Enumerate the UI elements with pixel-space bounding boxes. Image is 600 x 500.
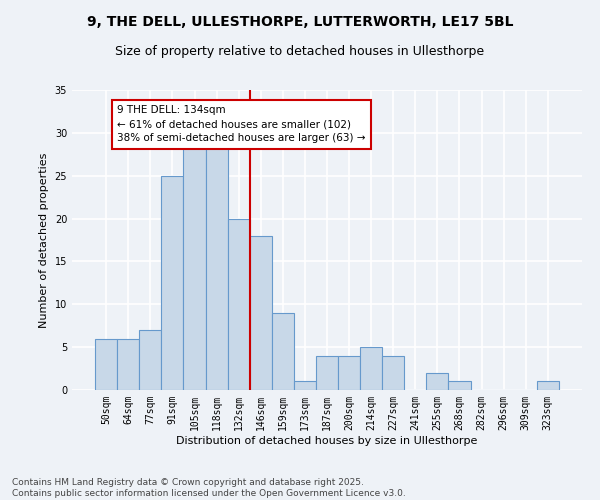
Bar <box>139 330 161 390</box>
Bar <box>360 347 382 390</box>
Bar <box>227 218 250 390</box>
Bar <box>427 373 448 390</box>
Bar <box>382 356 404 390</box>
Text: 9, THE DELL, ULLESTHORPE, LUTTERWORTH, LE17 5BL: 9, THE DELL, ULLESTHORPE, LUTTERWORTH, L… <box>87 15 513 29</box>
X-axis label: Distribution of detached houses by size in Ullesthorpe: Distribution of detached houses by size … <box>176 436 478 446</box>
Text: Size of property relative to detached houses in Ullesthorpe: Size of property relative to detached ho… <box>115 45 485 58</box>
Y-axis label: Number of detached properties: Number of detached properties <box>39 152 49 328</box>
Bar <box>294 382 316 390</box>
Bar <box>338 356 360 390</box>
Bar <box>448 382 470 390</box>
Text: 9 THE DELL: 134sqm
← 61% of detached houses are smaller (102)
38% of semi-detach: 9 THE DELL: 134sqm ← 61% of detached hou… <box>117 106 366 144</box>
Bar <box>537 382 559 390</box>
Bar <box>206 142 227 390</box>
Bar <box>272 313 294 390</box>
Bar <box>117 338 139 390</box>
Bar <box>161 176 184 390</box>
Text: Contains HM Land Registry data © Crown copyright and database right 2025.
Contai: Contains HM Land Registry data © Crown c… <box>12 478 406 498</box>
Bar <box>184 142 206 390</box>
Bar <box>95 338 117 390</box>
Bar <box>316 356 338 390</box>
Bar <box>250 236 272 390</box>
